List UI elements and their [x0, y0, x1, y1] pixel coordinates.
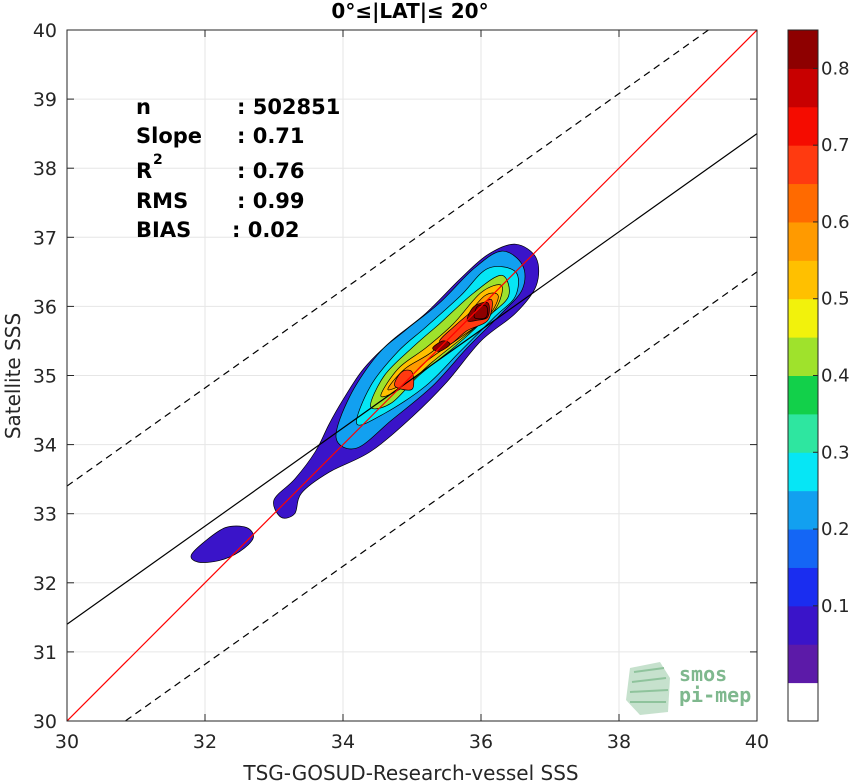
stat-bias-value: : 0.02: [232, 218, 300, 242]
stat-r2-value: : 0.76: [237, 159, 305, 183]
colorbar-tick-label: 0.2: [821, 519, 850, 540]
grid-lines: [66, 29, 758, 722]
colorbar-tick-label: 0.8: [821, 58, 850, 79]
y-tick-label: 31: [33, 642, 57, 664]
y-tick-label: 36: [33, 296, 57, 318]
colorbar-segment: [788, 375, 818, 415]
colorbar-tick-label: 0.5: [821, 289, 850, 310]
colorbar-segment: [788, 183, 818, 223]
colorbar-tick-label: 0.7: [821, 135, 850, 156]
x-tick-label: 36: [469, 731, 493, 753]
colorbar-segment: [788, 605, 818, 645]
x-tick-label: 34: [331, 731, 355, 753]
colorbar-segment: [788, 30, 818, 69]
x-tick-label: 32: [193, 731, 217, 753]
regression-fit-line: [67, 133, 757, 625]
y-tick-label: 38: [33, 158, 57, 180]
y-tick-label: 35: [33, 366, 57, 388]
y-tick-label: 34: [33, 435, 57, 457]
stats-box: n : 502851 Slope : 0.71 R 2 : 0.76 RMS :…: [136, 95, 340, 242]
colorbar-tick-label: 0.3: [821, 442, 850, 463]
stat-r2-superscript: 2: [153, 152, 163, 168]
colorbar-tick-label: 0.9: [821, 0, 850, 3]
x-tick-label: 38: [607, 731, 631, 753]
stat-n-label: n: [136, 95, 151, 119]
colorbar-segment: [788, 644, 818, 684]
y-tick-label: 30: [33, 711, 57, 733]
stat-rms-label: RMS: [136, 189, 188, 213]
stat-r2-label: R: [136, 159, 152, 183]
reference-lines: [67, 30, 757, 721]
logo-line1: smos: [679, 662, 727, 686]
logo-line2: pi-mep: [679, 683, 751, 707]
confidence-bound-line: [124, 271, 757, 721]
colorbar-segment: [788, 490, 818, 530]
smos-pi-mep-logo: smos pi-mep: [626, 662, 751, 715]
density-contour: [473, 304, 488, 320]
identity-line: [67, 30, 757, 721]
colorbar-tick-label: 0.1: [821, 596, 850, 617]
colorbar-segment: [788, 337, 818, 376]
colorbar-segment: [788, 452, 818, 492]
y-tick-label: 32: [33, 573, 57, 595]
x-tick-label: 30: [55, 731, 79, 753]
colorbar-tick-label: 0.4: [821, 366, 850, 387]
stat-slope-value: : 0.71: [237, 124, 305, 148]
chart-title: 0°≤|LAT|≤ 20°: [331, 0, 488, 23]
y-tick-label: 33: [33, 504, 57, 526]
density-contour: [190, 525, 254, 563]
confidence-bound-line: [67, 30, 710, 487]
colorbar-segment: [788, 682, 818, 722]
colorbar-segment: [788, 145, 818, 185]
colorbar-segment: [788, 298, 818, 338]
colorbar-segment: [788, 260, 818, 300]
colorbar-segment: [788, 106, 818, 146]
colorbar-segment: [788, 567, 818, 607]
x-axis-label: TSG-GOSUD-Research-vessel SSS: [242, 761, 578, 784]
y-tick-label: 40: [33, 20, 57, 42]
stat-bias-label: BIAS: [136, 218, 191, 242]
density-contour: [394, 369, 415, 391]
logo-waves-icon-stripes: [629, 667, 669, 703]
tick-labels: 30 32 34 36 38 40 30 31 32 33 34 35 36 37 38 39 40: [33, 20, 769, 753]
stat-rms-value: : 0.99: [237, 189, 305, 213]
y-axis-label: Satellite SSS: [1, 313, 25, 439]
colorbar-segment: [788, 413, 818, 453]
stat-slope-label: Slope: [136, 124, 202, 148]
colorbar-segment: [788, 529, 818, 568]
y-tick-label: 37: [33, 227, 57, 249]
colorbar-tick-label: 0.6: [821, 212, 850, 233]
colorbar: 0.10.20.30.40.50.60.70.80.91: [787, 0, 850, 722]
colorbar-segment: [788, 68, 818, 108]
y-tick-label: 39: [33, 89, 57, 111]
x-tick-label: 40: [745, 731, 769, 753]
colorbar-segment: [788, 221, 818, 261]
stat-n-value: : 502851: [237, 95, 340, 119]
